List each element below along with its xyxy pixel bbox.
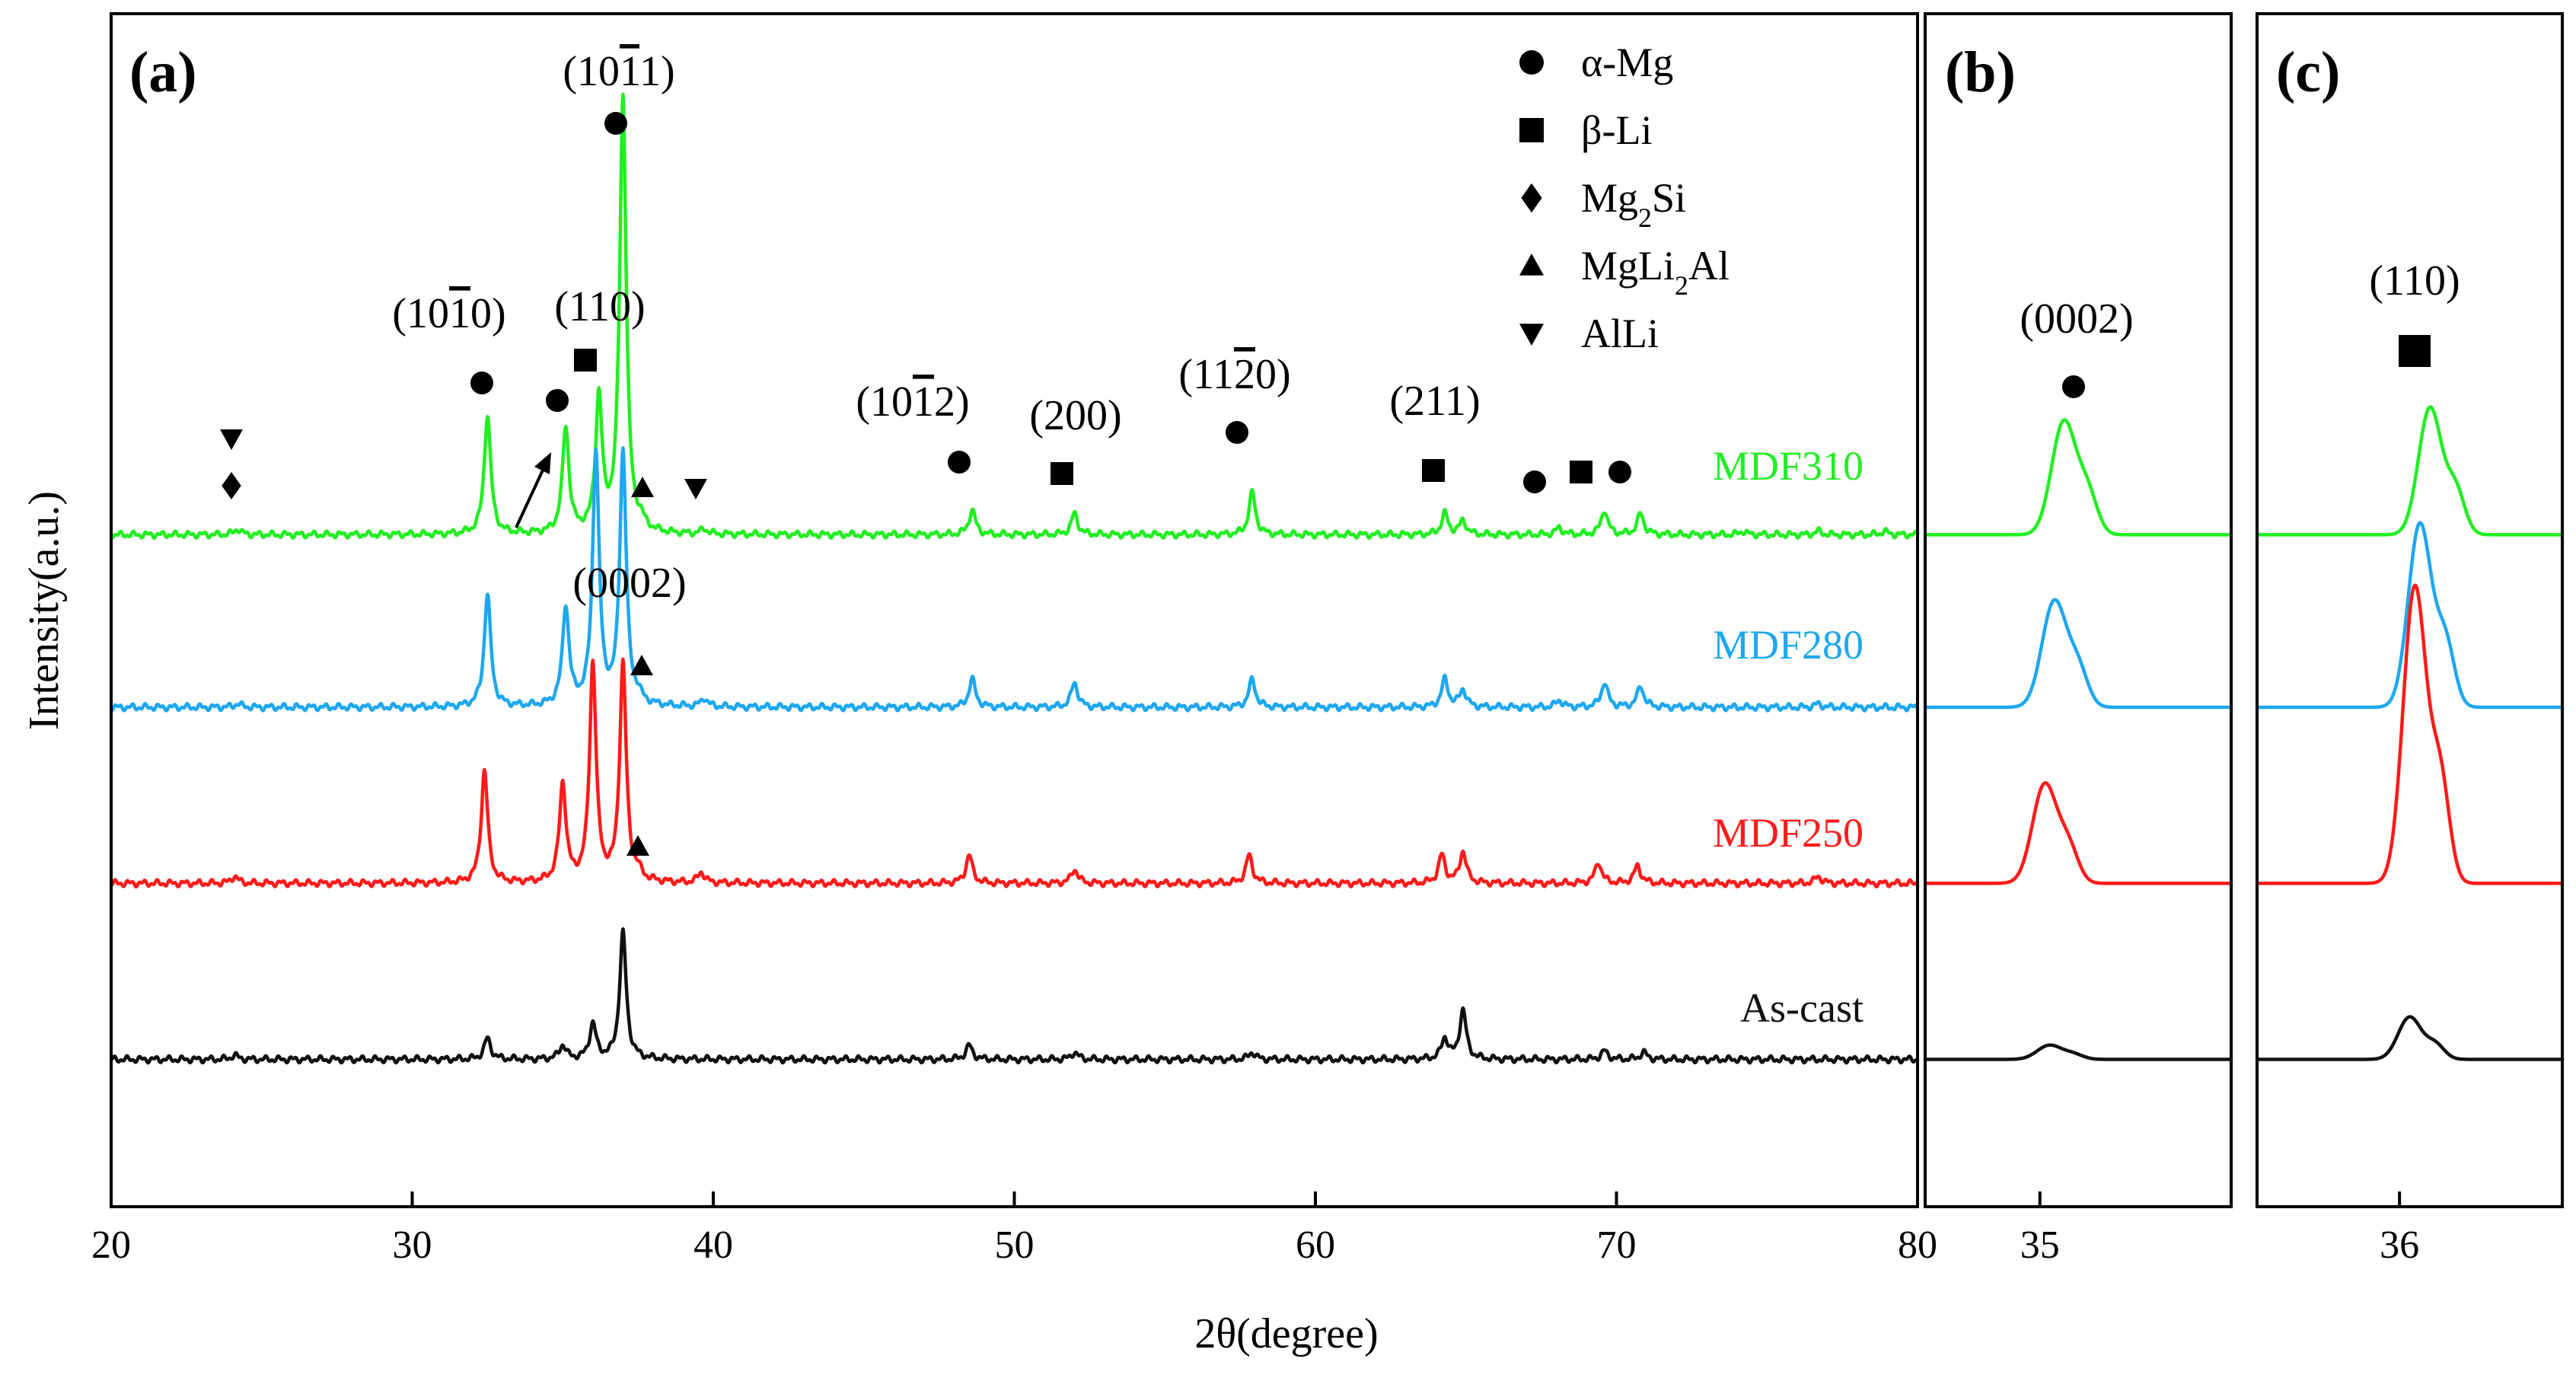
x-tick-label-20: 20 [91,1223,131,1267]
panel-b-traces [1923,418,2233,1061]
peak-marker-1 [574,349,597,372]
phase-marker-extra-3 [684,479,707,499]
legend-label-0: α-Mg [1581,40,1673,85]
phase-marker-extra-4 [630,655,653,675]
series-label-as-cast: As-cast [1740,985,1863,1031]
peak-marker-0 [470,372,493,394]
series-label-mdf280: MDF280 [1713,622,1863,668]
peak-label-4: (1012) [856,378,969,426]
peak-marker-3 [546,389,569,412]
legend-label-1: β-Li [1581,107,1652,153]
x-tick-label-60: 60 [1296,1223,1335,1267]
phase-marker-extra-6 [1523,470,1546,493]
peak-label-0: (1010) [392,290,505,337]
zoom-trace-mdf280 [1923,598,2233,710]
x-tick-label-40: 40 [693,1223,733,1267]
phase-marker-extra-5 [626,835,649,856]
peak-label-5: (200) [1029,392,1121,439]
peak-label-6: (1120) [1178,351,1290,398]
phase-marker-extra-7 [1570,461,1592,483]
x-tick-label-50: 50 [995,1223,1035,1267]
phase-legend: α-Mg β-Li Mg2Si MgLi2Al AlLi [1519,40,1730,356]
legend-label-2: Mg2Si [1581,175,1686,233]
panel-b-label: (b) [1945,40,2016,104]
x-tick-label-30: 30 [393,1223,432,1267]
y-axis-label: Intensity(a.u.) [21,491,68,730]
x-tick-label-80: 80 [1898,1223,1937,1267]
peak-marker-6 [1226,421,1248,444]
panel-c-frame [2256,12,2564,1208]
series-labels: MDF310 MDF280 MDF250 As-cast [1713,443,1863,1031]
zoom-trace-mdf310 [1923,418,2233,537]
legend-label-4: AlLi [1581,311,1659,356]
peak-marker-5 [1050,462,1073,485]
axis-ticks: 20 30 40 50 60 70 80 35 36 [91,1191,2419,1267]
panel-a-label: (a) [129,40,197,104]
panel-c-traces [2255,405,2565,1061]
series-mdf310-line [109,92,1920,541]
b-tick-label-35: 35 [2020,1223,2060,1267]
legend-label-3: MgLi2Al [1581,243,1730,301]
peak-label-2: (1011) [563,48,674,95]
c-tick-label-36: 36 [2380,1223,2419,1267]
peak-arrow [515,463,547,528]
legend-marker-diamond [1521,183,1542,213]
series-as-cast-line [109,927,1920,1065]
zoom-trace-as-cast [2255,1015,2565,1061]
peak-arrow-head [534,452,551,474]
panel-c-peak-label: (110) [2369,257,2460,305]
phase-marker-extra-2 [631,477,654,497]
zoom-trace-as-cast [1923,1043,2233,1061]
panel-c-annotation: (110) [2369,257,2460,367]
x-tick-label-70: 70 [1597,1223,1637,1267]
panel-c-peak-marker [2399,335,2431,367]
zoom-trace-mdf250 [2255,583,2565,885]
phase-marker-extra-8 [1608,461,1631,483]
series-label-mdf250: MDF250 [1713,810,1863,856]
panel-b-frame [1924,12,2233,1208]
peak-marker-7 [1422,459,1445,482]
peak-label-7: (211) [1389,378,1480,425]
x-axis-label: 2θ(degree) [1194,1310,1378,1357]
phase-marker-extra-0 [220,429,243,450]
zoom-trace-mdf280 [2255,521,2565,710]
panel-b-annotation: (0002) [2020,295,2134,398]
panel-c-label: (c) [2276,40,2340,104]
series-label-mdf310: MDF310 [1713,443,1863,489]
peak-annotations: (1010) (110) (1011) (0002) (1012) (200) (1120)… [220,48,1631,856]
legend-marker-circle [1519,50,1544,75]
panel-b-peak-label: (0002) [2020,295,2133,343]
legend-marker-square [1519,118,1544,142]
panel-a-traces [109,92,1920,1065]
peak-marker-2 [604,112,627,135]
series-mdf280-line [109,446,1920,713]
phase-marker-extra-1 [222,472,241,499]
peak-marker-4 [948,451,971,474]
series-mdf250-line [109,657,1920,888]
zoom-trace-mdf250 [1923,781,2233,885]
peak-label-3: (0002) [572,560,686,607]
legend-marker-triangle-up [1519,254,1544,276]
legend-marker-triangle-down [1519,324,1544,346]
peak-label-1: (110) [554,283,645,330]
panel-a-frame [110,12,1919,1208]
zoom-trace-mdf310 [2255,405,2565,537]
panel-b-peak-marker [2062,375,2085,398]
